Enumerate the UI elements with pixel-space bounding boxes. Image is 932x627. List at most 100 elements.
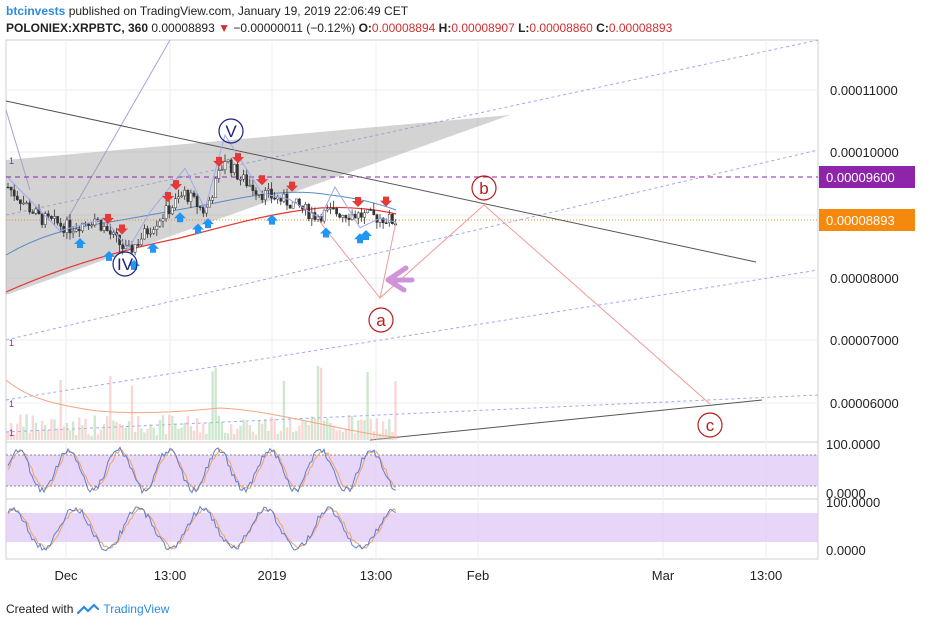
candle-body — [363, 212, 366, 218]
volume-bar — [174, 423, 177, 440]
volume-bar — [363, 420, 366, 440]
wave-circle — [368, 307, 394, 333]
volume-bar — [87, 434, 90, 440]
candle-body — [325, 208, 329, 211]
elliott-labels: IV Va b c — [112, 118, 723, 438]
symbol-label[interactable]: POLONIEX:XRPBTC, 360 — [6, 21, 149, 35]
candle-body — [130, 244, 134, 253]
last-price: 0.00008893 — [151, 21, 215, 35]
volume-bar — [158, 419, 162, 440]
volume-bar — [93, 415, 96, 440]
osc2-band — [6, 513, 818, 542]
wave-label: b — [479, 179, 488, 198]
wave-circle — [697, 412, 723, 438]
volume-bar — [146, 428, 149, 440]
high-label: H: — [438, 21, 452, 35]
wave-label: a — [376, 311, 386, 330]
candle-body — [375, 214, 379, 223]
wave-label: V — [225, 122, 237, 141]
candle-body — [146, 228, 149, 235]
volume-bar — [50, 419, 53, 440]
volume-bar — [267, 430, 270, 440]
time-tick: 13:00 — [750, 568, 783, 583]
volume-bar — [53, 419, 56, 440]
candle-body — [347, 217, 351, 220]
osc1-tick-top: 100.0000 — [826, 437, 880, 452]
candle-body — [251, 184, 255, 191]
abc-projection-inner — [319, 221, 381, 299]
candle-body — [260, 193, 264, 201]
candle-body — [245, 174, 249, 187]
volume-bar — [59, 380, 62, 440]
candle-body — [46, 213, 50, 217]
sell-arrow-icon — [380, 196, 392, 207]
sell-arrow-icon — [102, 213, 114, 224]
volume-bar — [279, 430, 282, 440]
buy-arrow-icon — [192, 223, 204, 234]
volume-bar — [391, 432, 394, 440]
buy-arrow-icon — [266, 214, 278, 225]
time-axis[interactable]: Dec 13:00 2019 13:00 Feb Mar 13:00 — [54, 568, 782, 583]
candle-body — [387, 214, 391, 224]
volume-bar — [329, 422, 332, 440]
buy-arrow-icon — [202, 218, 214, 229]
osc-main-line — [7, 446, 397, 495]
high-value: 0.00008907 — [451, 21, 515, 35]
volume-bar — [208, 422, 211, 440]
candle-body — [112, 231, 115, 235]
candle-body — [236, 164, 239, 180]
author-link[interactable]: btcinvests — [6, 4, 66, 18]
candle-body — [170, 207, 174, 215]
volume-bar — [257, 420, 261, 440]
published-text: published on TradingView.com, January 19… — [68, 4, 409, 18]
volume-bar — [102, 424, 106, 440]
sell-arrow-icon — [162, 192, 174, 203]
target-price-box — [819, 166, 915, 188]
volume-bar — [233, 434, 236, 440]
candle-body — [341, 215, 345, 218]
osc1-lines — [7, 446, 397, 495]
sell-arrow-icon — [170, 180, 182, 191]
volume-bar — [16, 423, 19, 440]
candle-body — [360, 212, 363, 218]
candle-body — [149, 232, 152, 235]
buy-arrow-icon — [103, 250, 115, 261]
volume-bar — [313, 418, 317, 440]
candle-body — [391, 214, 394, 224]
candle-body — [19, 199, 22, 204]
volume-bar — [205, 433, 208, 440]
osc2-lines — [7, 505, 397, 552]
candle-body — [139, 238, 143, 246]
volume-bar — [202, 423, 205, 440]
price-axis[interactable]: 0.00011000 0.00010000 0.00008000 0.00007… — [830, 83, 899, 411]
buy-arrow-icon — [360, 229, 372, 240]
candle-body — [43, 213, 47, 225]
candle-body — [53, 216, 56, 219]
volume-bar — [137, 416, 140, 440]
volume-bar — [273, 418, 276, 440]
candle-body — [214, 178, 218, 198]
candles — [6, 154, 397, 256]
volume-bar — [22, 426, 25, 440]
tradingview-link[interactable]: TradingView — [103, 602, 170, 616]
volume-bar — [239, 425, 242, 440]
volume-bar — [180, 427, 183, 440]
sell-arrow-icon — [352, 196, 364, 207]
volume-bar — [118, 423, 121, 440]
wave-label: c — [706, 416, 715, 435]
volume-bar — [161, 415, 165, 440]
volume-bar — [171, 415, 174, 440]
volume-bars — [6, 365, 397, 440]
candle-body — [353, 213, 357, 219]
candle-body — [257, 193, 261, 196]
candle-body — [356, 212, 360, 219]
change-value: −0.00000011 (−0.12%) — [233, 21, 356, 35]
buy-arrow-icon — [174, 212, 186, 223]
volume-bar — [357, 420, 360, 440]
candle-body — [211, 197, 214, 201]
tradingview-logo-icon — [77, 603, 100, 615]
volume-bar — [214, 367, 217, 440]
buy-arrow-icon — [74, 237, 86, 248]
volume-bar — [245, 422, 248, 440]
